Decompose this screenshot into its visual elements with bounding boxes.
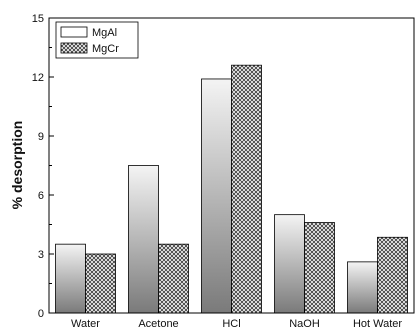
y-tick-label: 9 (38, 131, 44, 143)
bars-layer (55, 64, 408, 314)
y-tick-label: 15 (32, 13, 44, 25)
legend-swatch-mgal (60, 26, 88, 38)
bar-mgcr-water (85, 253, 116, 314)
bar-mgcr-acetone (158, 243, 189, 314)
bar-mgcr-hcl (231, 64, 262, 314)
legend-label-mgcr: MgCr (92, 43, 119, 55)
bar-mgal-hcl (201, 78, 232, 314)
y-tick-label: 6 (38, 190, 44, 202)
bar-mgal-water (55, 243, 86, 314)
x-axis: Water Acetone HCl NaOH Hot Water (71, 308, 402, 330)
bar-mgcr-naoh (304, 222, 335, 314)
y-tick-label: 12 (32, 72, 44, 84)
y-axis: 0 3 6 9 12 15 (32, 13, 54, 320)
legend: MgAl MgCr (55, 21, 139, 59)
x-tick-label: Water (71, 318, 100, 330)
y-tick-label: 3 (38, 249, 44, 261)
x-tick-label: NaOH (289, 318, 320, 330)
legend-swatch-mgcr (60, 42, 88, 54)
bar-mgal-naoh (274, 214, 305, 314)
x-tick-label: Acetone (138, 318, 178, 330)
x-tick-label: HCl (222, 318, 240, 330)
y-tick-label: 0 (38, 308, 44, 320)
bar-mgal-acetone (128, 165, 159, 314)
bar-mgcr-hot-water (377, 236, 408, 314)
y-axis-label: % desorption (9, 121, 25, 210)
legend-label-mgal: MgAl (92, 27, 117, 39)
bar-mgal-hot-water (347, 261, 378, 314)
x-tick-label: Hot Water (353, 318, 402, 330)
